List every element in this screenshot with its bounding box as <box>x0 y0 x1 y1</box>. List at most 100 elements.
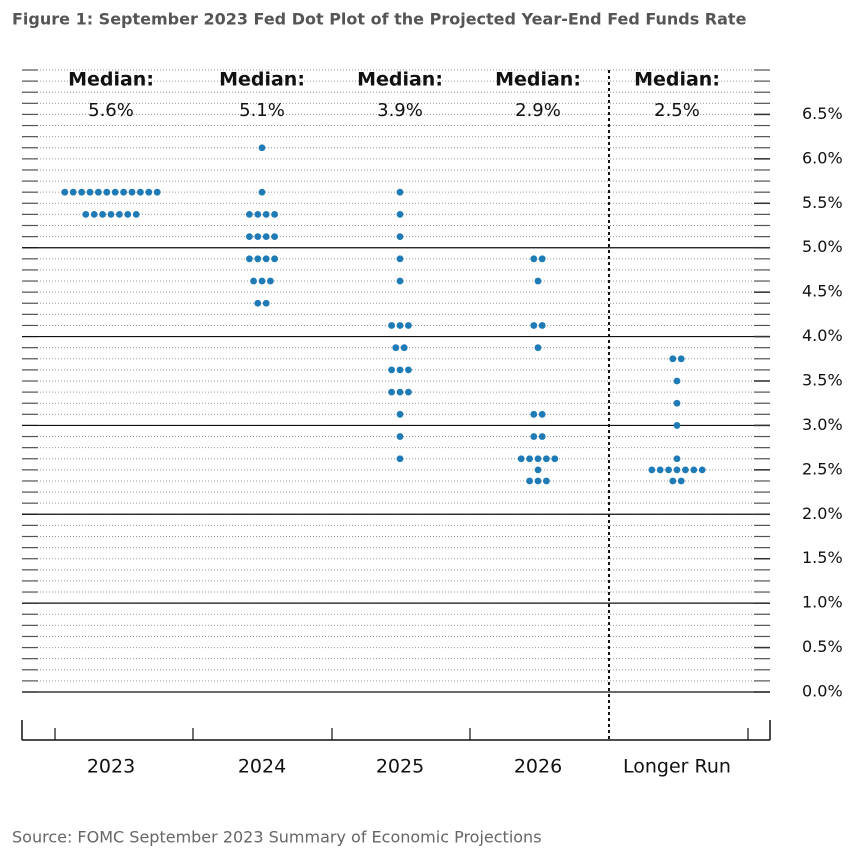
dot <box>254 255 262 263</box>
y-tick-label: 3.0% <box>802 415 843 434</box>
median-heading: Median: <box>219 69 305 91</box>
dot <box>530 255 538 263</box>
dot <box>396 366 404 374</box>
y-tick-label: 2.5% <box>802 459 843 478</box>
dot <box>116 210 123 218</box>
x-tick-label: 2023 <box>87 756 135 778</box>
median-value: 3.9% <box>377 100 423 121</box>
dot <box>111 188 119 196</box>
dot <box>128 188 136 196</box>
dot <box>396 277 404 285</box>
dot <box>262 233 270 241</box>
dot <box>69 188 77 196</box>
dot <box>669 355 677 363</box>
dot <box>132 210 140 218</box>
y-tick-label: 6.0% <box>802 148 843 167</box>
x-tick-label: 2024 <box>238 756 286 778</box>
y-tick-label: 4.0% <box>802 326 843 345</box>
median-value: 2.5% <box>654 100 700 121</box>
dot <box>262 299 270 307</box>
dot <box>388 388 395 396</box>
dot <box>271 210 278 218</box>
dot <box>538 322 546 329</box>
dot <box>78 188 85 196</box>
dot <box>246 210 253 218</box>
dot <box>534 277 542 285</box>
y-tick-label: 6.5% <box>802 104 843 123</box>
dot <box>669 477 677 485</box>
dot <box>526 477 533 485</box>
dot <box>517 455 525 463</box>
median-value: 2.9% <box>515 100 561 121</box>
y-tick-label: 1.0% <box>802 593 843 612</box>
y-tick-label: 3.5% <box>802 371 843 390</box>
dot <box>124 210 132 218</box>
dot <box>530 433 538 440</box>
dot <box>530 410 538 418</box>
dot <box>665 466 672 474</box>
y-tick-label: 5.0% <box>802 237 843 256</box>
dot <box>396 233 404 241</box>
y-tick-label: 5.5% <box>802 193 843 212</box>
median-heading: Median: <box>634 69 720 91</box>
dot <box>396 188 404 196</box>
dot <box>396 433 404 440</box>
dot <box>254 233 262 241</box>
median-heading: Median: <box>68 69 154 91</box>
source-note: Source: FOMC September 2023 Summary of E… <box>12 828 542 847</box>
dot <box>137 188 144 196</box>
dot <box>90 210 98 218</box>
dot <box>392 344 400 352</box>
dot <box>534 466 542 474</box>
dot <box>145 188 153 196</box>
dot <box>95 188 102 196</box>
dot <box>648 466 656 474</box>
dot <box>673 377 681 385</box>
dot <box>82 210 90 218</box>
dot <box>656 466 664 474</box>
dot <box>538 410 546 418</box>
dot <box>400 344 408 352</box>
dot <box>271 255 278 263</box>
dot <box>86 188 94 196</box>
dot <box>673 399 681 407</box>
dot <box>396 210 404 218</box>
dot <box>61 188 69 196</box>
dot <box>673 466 681 474</box>
dot <box>405 366 412 374</box>
dot <box>405 322 412 329</box>
dot <box>388 322 395 329</box>
dot <box>405 388 412 396</box>
dot <box>530 322 538 329</box>
dot <box>271 233 278 241</box>
x-tick-label: Longer Run <box>623 756 731 778</box>
median-heading: Median: <box>495 69 581 91</box>
dot <box>153 188 161 196</box>
dot <box>396 410 404 418</box>
dot <box>120 188 127 196</box>
dot <box>99 210 106 218</box>
dot <box>396 388 404 396</box>
dot <box>682 466 689 474</box>
x-tick-label: 2025 <box>376 756 424 778</box>
dot <box>396 255 404 263</box>
dot <box>396 322 404 329</box>
dot <box>698 466 706 474</box>
dot <box>543 477 550 485</box>
y-tick-label: 4.5% <box>802 282 843 301</box>
dot <box>673 455 681 463</box>
x-tick-label: 2026 <box>514 756 562 778</box>
y-tick-label: 2.0% <box>802 504 843 523</box>
dot <box>267 277 274 285</box>
dot <box>107 210 115 218</box>
dot <box>396 455 404 463</box>
dot <box>551 455 559 463</box>
dot <box>538 255 546 263</box>
dot <box>543 455 550 463</box>
dot <box>258 277 266 285</box>
dot <box>258 144 266 152</box>
dot <box>262 255 270 263</box>
dot <box>388 366 395 374</box>
dot <box>534 455 542 463</box>
